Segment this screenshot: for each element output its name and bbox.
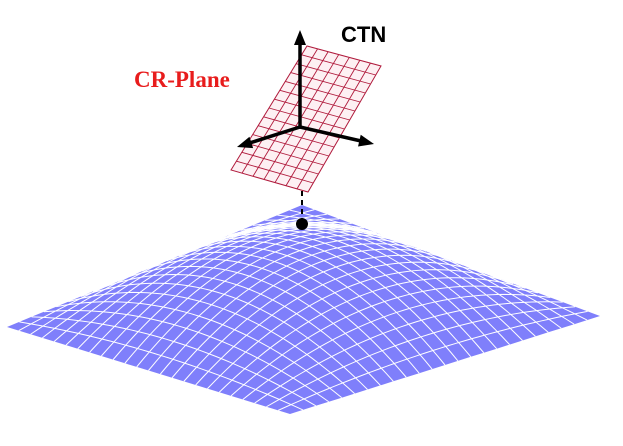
curved-surface: [7, 205, 600, 414]
axis-right-arrowhead: [358, 135, 374, 147]
ctn-label: CTN: [341, 22, 386, 47]
base-point: [296, 218, 308, 230]
axis-vertical-arrowhead: [294, 30, 306, 45]
cr-plane-sheet: [231, 46, 381, 192]
cr-plane-label: CR-Plane: [134, 67, 230, 92]
